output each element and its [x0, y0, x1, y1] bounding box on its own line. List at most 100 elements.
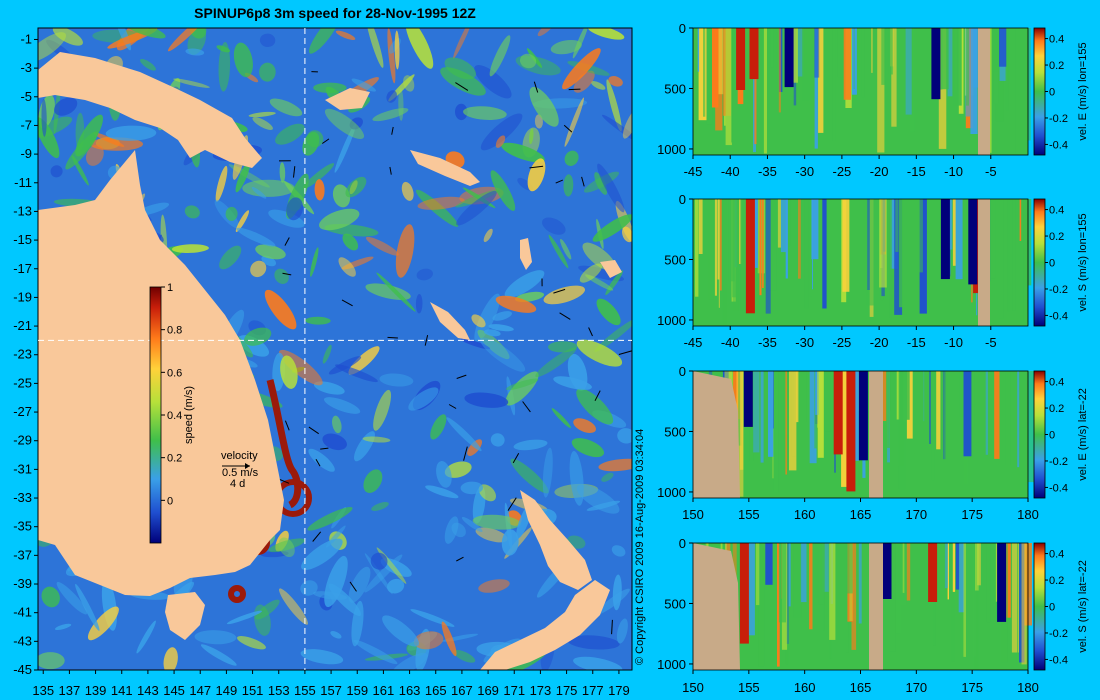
current-blob — [573, 70, 595, 93]
current-blob — [571, 438, 605, 458]
velocity-streak — [969, 543, 977, 657]
velocity-streak — [754, 28, 757, 145]
current-blob — [519, 53, 537, 69]
current-blob — [268, 538, 305, 553]
current-blob — [242, 179, 295, 197]
current-blob — [372, 108, 409, 122]
section-colorbar — [1033, 27, 1046, 156]
velocity-streak — [853, 28, 855, 89]
section-x-tick-label: 180 — [1017, 680, 1039, 695]
velocity-streak — [785, 371, 787, 475]
velocity-streak — [966, 28, 969, 106]
section-x-tick-label: -10 — [944, 164, 963, 179]
section-x-tick-label: 175 — [961, 507, 983, 522]
current-blob — [542, 447, 553, 498]
section-x-tick-label: 165 — [850, 680, 872, 695]
section-land — [978, 199, 990, 326]
velocity-streak — [783, 371, 791, 435]
section-colorbar-tick-label: 0.2 — [1049, 60, 1064, 72]
velocity-streak — [788, 199, 791, 247]
current-blob — [353, 639, 398, 665]
current-blob — [382, 615, 419, 647]
velocity-streak — [759, 199, 762, 296]
velocity-streak — [722, 199, 727, 325]
velocity-streak — [871, 28, 873, 73]
current-field — [38, 28, 632, 670]
current-blob — [483, 228, 493, 243]
current-blob — [542, 217, 566, 235]
section-x-tick-label: -45 — [684, 164, 703, 179]
velocity-streak — [1021, 543, 1027, 665]
current-blob — [279, 162, 286, 183]
current-blob — [562, 48, 601, 90]
current-blob — [529, 86, 559, 127]
current-blob — [394, 30, 400, 70]
velocity-streak — [832, 28, 836, 142]
section-panel-s1: 0 500 1000 -45 -40 -35 -30 -25 -20 -15 -10 -5 0.4 0.2… — [657, 21, 1089, 179]
velocity-streak — [762, 199, 764, 288]
current-blob — [286, 197, 304, 221]
lat-tick-label: -17 — [13, 261, 32, 276]
current-blob — [215, 165, 228, 202]
current-blob — [54, 97, 78, 116]
colorbar-gradient — [149, 286, 162, 544]
lat-tick-label: -11 — [14, 175, 32, 190]
png-east-land — [325, 88, 370, 110]
section-colorbar-tick-label: 0.2 — [1049, 231, 1064, 243]
section-colorbar-tick-label: -0.4 — [1049, 654, 1068, 666]
current-blob — [105, 125, 157, 141]
velocity-key-duration: 4 d — [230, 478, 245, 490]
current-blob — [551, 408, 571, 429]
section-x-tick-label: 160 — [794, 507, 816, 522]
section-x-tick-label: -5 — [985, 335, 997, 350]
velocity-jet — [968, 199, 978, 285]
velocity-streak — [809, 543, 813, 630]
current-blob — [471, 314, 486, 328]
velocity-streak — [823, 543, 825, 631]
section-land — [978, 28, 990, 155]
current-blob — [309, 28, 340, 54]
current-blob — [444, 57, 477, 80]
colorbar-tick-label: 0.6 — [167, 367, 182, 379]
current-blob — [535, 347, 577, 378]
current-blob — [93, 132, 125, 147]
current-blob — [328, 356, 362, 375]
velocity-streak — [920, 371, 928, 482]
velocity-vector — [387, 336, 398, 339]
velocity-vector — [322, 138, 330, 144]
section-x-tick-label: 170 — [905, 507, 927, 522]
current-blob — [608, 76, 623, 87]
current-blob — [440, 67, 486, 96]
velocity-streak — [952, 543, 956, 592]
current-blob — [592, 214, 632, 242]
lat-tick-label: -33 — [13, 490, 32, 505]
current-blob — [386, 90, 397, 103]
current-blob — [55, 623, 72, 631]
velocity-streak — [898, 371, 904, 467]
velocity-vector — [320, 447, 329, 450]
current-blob — [456, 190, 497, 226]
velocity-jet — [736, 28, 746, 90]
velocity-streak — [994, 371, 1000, 459]
velocity-streak — [846, 543, 853, 594]
current-blob — [454, 103, 468, 121]
lat-tick-label: -45 — [13, 662, 32, 677]
velocity-streak — [770, 28, 774, 68]
current-blob — [461, 516, 483, 533]
velocity-streak — [780, 199, 787, 253]
section-colorbar-tick-label: 0.4 — [1049, 34, 1064, 46]
velocity-streak — [963, 371, 972, 457]
velocity-streak — [720, 199, 722, 291]
current-blob — [225, 206, 238, 221]
velocity-vector — [559, 312, 571, 320]
velocity-vector — [533, 81, 539, 93]
current-blob — [85, 144, 104, 166]
velocity-streak — [936, 371, 941, 450]
section-land — [693, 543, 740, 670]
lat-tick-label: -23 — [13, 347, 32, 362]
current-blob — [194, 630, 237, 645]
current-blob — [543, 285, 586, 305]
velocity-jet — [739, 543, 749, 644]
current-blob — [306, 130, 324, 148]
current-blob — [323, 397, 361, 414]
